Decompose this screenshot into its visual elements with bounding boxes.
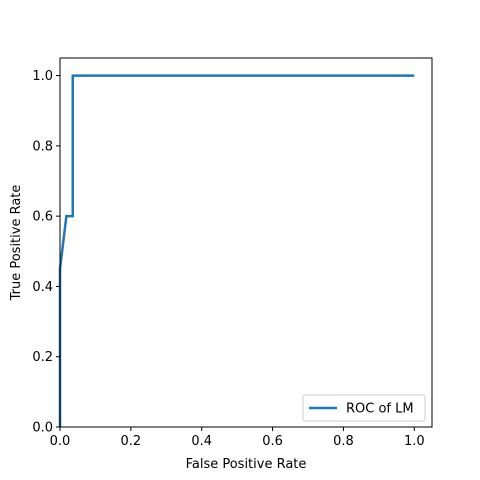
plot-frame — [59, 57, 433, 428]
y-axis-ticks: 0.0 0.2 0.4 0.6 0.8 1.0 — [32, 69, 60, 436]
y-tick-label: 0.2 — [32, 350, 53, 365]
y-tick-label: 0.0 — [32, 421, 53, 436]
x-tick-label: 0.4 — [191, 434, 212, 449]
x-tick-label: 0.8 — [333, 434, 354, 449]
y-tick-label: 1.0 — [32, 69, 53, 84]
x-tick-label: 0.2 — [121, 434, 142, 449]
x-axis-label: False Positive Rate — [186, 457, 307, 472]
series-line-0 — [58, 74, 415, 427]
x-axis-ticks: 0.0 0.2 0.4 0.6 0.8 1.0 — [50, 427, 425, 449]
series-layer — [58, 74, 415, 427]
legend-label: ROC of LM — [346, 402, 414, 417]
x-tick-label: 0.6 — [262, 434, 283, 449]
y-tick-label: 0.4 — [32, 280, 53, 295]
y-tick-label: 0.8 — [32, 139, 53, 154]
x-tick-label: 1.0 — [404, 434, 425, 449]
legend-box — [302, 394, 426, 422]
x-tick-label: 0.0 — [50, 434, 71, 449]
y-tick-label: 0.6 — [32, 210, 53, 225]
legend: ROC of LM — [302, 394, 426, 422]
y-axis-label: True Positive Rate — [9, 185, 24, 302]
